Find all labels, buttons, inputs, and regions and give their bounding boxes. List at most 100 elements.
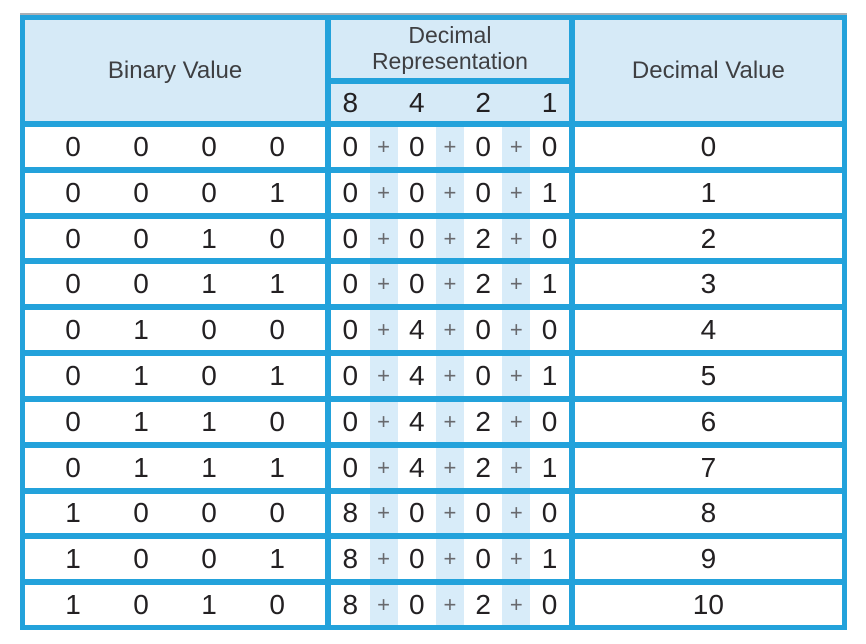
binary-digit: 0 [133, 222, 149, 254]
addend: 0 [541, 222, 558, 254]
binary-value-cell: 0 0 0 0 [22, 124, 329, 170]
header-row-place-values: 8 4 2 1 [22, 81, 845, 124]
expression: 0 + 4 + 2 + 0 [331, 401, 569, 442]
binary-digit: 0 [133, 268, 149, 300]
binary-digit: 1 [201, 222, 217, 254]
addend: 0 [541, 130, 558, 162]
expression: 0 + 4 + 0 + 1 [331, 356, 569, 396]
plus-sign: + [502, 310, 531, 351]
addend: 0 [408, 222, 425, 254]
binary-value-cell: 1 0 1 0 [22, 582, 329, 628]
binary-digit: 0 [269, 589, 285, 621]
binary-value-cell: 0 0 1 1 [22, 261, 329, 308]
binary-digits: 0 1 0 0 [25, 310, 325, 350]
decimal-representation-header: Decimal Representation [328, 17, 572, 81]
binary-digit: 0 [65, 359, 81, 391]
table-row: 1 0 1 0 8 + 0 + 2 + 0 10 [22, 582, 845, 628]
addend: 4 [408, 314, 425, 346]
decimal-value-cell: 5 [571, 353, 845, 399]
addend: 0 [408, 130, 425, 162]
binary-value-cell: 0 1 1 1 [22, 444, 329, 491]
addend: 8 [342, 543, 359, 575]
plus-sign: + [369, 356, 398, 396]
addend: 0 [342, 359, 359, 391]
binary-digit: 0 [65, 268, 81, 300]
expression: 0 + 0 + 2 + 1 [331, 264, 569, 305]
table-row: 1 0 0 1 8 + 0 + 0 + 1 9 [22, 536, 845, 583]
plus-sign: + [435, 264, 464, 305]
addend: 8 [342, 589, 359, 621]
addend: 8 [342, 497, 359, 529]
binary-value-cell: 0 1 0 1 [22, 353, 329, 399]
plus-sign: + [435, 356, 464, 396]
binary-digit: 1 [65, 543, 81, 575]
binary-digit: 0 [65, 314, 81, 346]
binary-digit: 0 [65, 405, 81, 437]
addend: 0 [475, 176, 491, 208]
decimal-value-header: Decimal Value [571, 17, 845, 124]
binary-digit: 0 [201, 176, 217, 208]
addend: 0 [541, 314, 558, 346]
binary-digit: 0 [65, 451, 81, 483]
decimal-representation-cell: 0 + 0 + 2 + 0 [328, 215, 572, 262]
plus-sign: + [369, 401, 398, 442]
plus-sign: + [369, 585, 398, 625]
addend: 0 [475, 497, 491, 529]
binary-value-cell: 0 0 1 0 [22, 215, 329, 262]
table-row: 0 0 1 0 0 + 0 + 2 + 0 2 [22, 215, 845, 262]
expression: 0 + 4 + 0 + 0 [331, 310, 569, 351]
binary-decimal-table-figure: Binary Value Decimal Representation Deci… [20, 15, 847, 630]
binary-digits: 1 0 0 0 [25, 494, 325, 534]
decimal-value-cell: 3 [571, 261, 845, 308]
binary-value-cell: 1 0 0 1 [22, 536, 329, 583]
decimal-value-cell: 7 [571, 444, 845, 491]
addend: 1 [541, 268, 558, 300]
decimal-representation-cell: 8 + 0 + 0 + 1 [328, 536, 572, 583]
addend: 0 [541, 405, 558, 437]
plus-sign: + [369, 539, 398, 580]
plus-sign: + [435, 493, 464, 534]
binary-digit: 0 [133, 589, 149, 621]
expression: 8 + 0 + 0 + 1 [331, 539, 569, 580]
addend: 1 [541, 451, 558, 483]
binary-digit: 0 [201, 314, 217, 346]
binary-digit: 1 [201, 451, 217, 483]
decimal-representation-cell: 0 + 0 + 2 + 1 [328, 261, 572, 308]
plus-sign: + [502, 356, 531, 396]
place-value-spacer [502, 84, 530, 121]
binary-digits: 0 0 0 1 [25, 173, 325, 213]
table-row: 0 1 0 0 0 + 4 + 0 + 0 4 [22, 307, 845, 354]
binary-digit: 0 [269, 130, 285, 162]
decimal-value-cell: 10 [571, 582, 845, 628]
binary-digit: 0 [65, 130, 81, 162]
binary-digits: 0 0 0 0 [25, 127, 325, 167]
binary-value-header: Binary Value [22, 17, 329, 124]
decimal-representation-label: Decimal Representation [371, 22, 528, 74]
binary-digit: 1 [269, 176, 285, 208]
place-values-header: 8 4 2 1 [328, 81, 572, 124]
binary-digit: 0 [201, 497, 217, 529]
decimal-representation-cell: 8 + 0 + 0 + 0 [328, 490, 572, 537]
addend: 4 [408, 451, 425, 483]
plus-sign: + [435, 310, 464, 351]
binary-digits: 0 1 1 1 [25, 448, 325, 488]
table-row: 0 0 0 0 0 + 0 + 0 + 0 0 [22, 124, 845, 170]
binary-digit: 1 [133, 314, 149, 346]
decimal-representation-cell: 0 + 4 + 0 + 1 [328, 353, 572, 399]
binary-digits: 0 0 1 0 [25, 219, 325, 259]
binary-digit: 1 [65, 589, 81, 621]
plus-sign: + [369, 310, 398, 351]
addend: 0 [408, 268, 425, 300]
addend: 0 [342, 405, 359, 437]
binary-digit: 0 [133, 497, 149, 529]
addend: 0 [408, 543, 425, 575]
binary-digits: 0 1 0 1 [25, 356, 325, 396]
addend: 2 [475, 268, 491, 300]
addend: 0 [342, 451, 359, 483]
binary-digit: 1 [269, 543, 285, 575]
place-value-spacer [370, 84, 398, 121]
plus-sign: + [369, 127, 398, 167]
addend: 2 [475, 222, 491, 254]
table-row: 0 1 1 0 0 + 4 + 2 + 0 6 [22, 398, 845, 445]
place-value-8: 8 [342, 86, 359, 118]
